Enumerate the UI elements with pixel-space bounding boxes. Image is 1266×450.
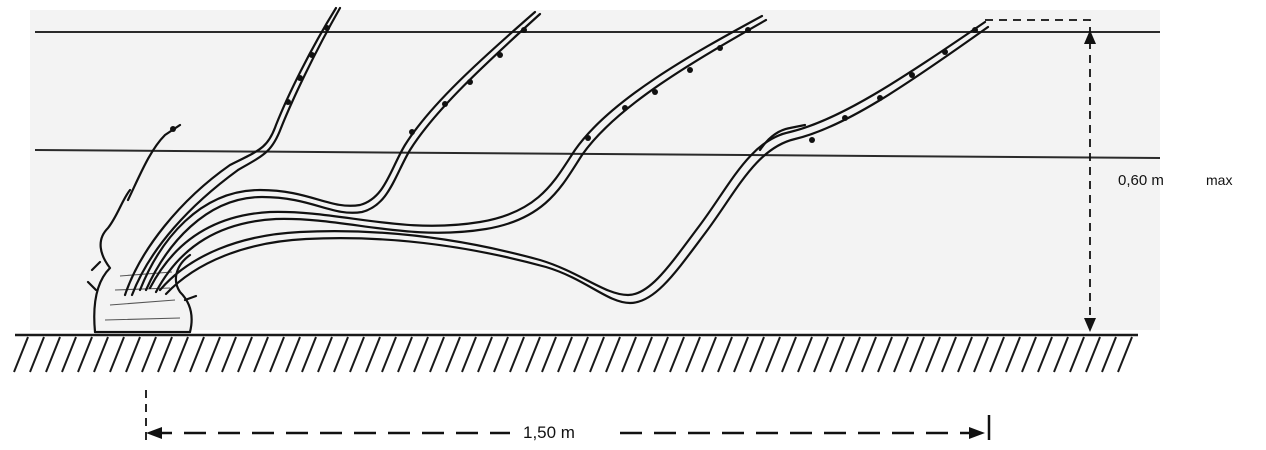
hatch-stroke <box>781 336 797 373</box>
hatch-stroke <box>717 336 733 373</box>
cane-4 <box>158 20 990 305</box>
ground-hatching <box>13 336 1133 373</box>
hatch-stroke <box>285 336 301 373</box>
hatch-stroke <box>173 336 189 373</box>
hatch-stroke <box>237 336 253 373</box>
hatch-stroke <box>253 336 269 373</box>
hatch-stroke <box>765 336 781 373</box>
arrow-right-icon <box>969 427 985 439</box>
hatch-stroke <box>381 336 397 373</box>
hatch-stroke <box>1053 336 1069 373</box>
hatch-stroke <box>109 336 125 373</box>
cane-2 <box>138 10 542 292</box>
hatch-stroke <box>669 336 685 373</box>
hatch-stroke <box>269 336 285 373</box>
hatch-stroke <box>525 336 541 373</box>
hatch-stroke <box>205 336 221 373</box>
hatch-stroke <box>1085 336 1101 373</box>
arrow-up-icon <box>1084 30 1096 44</box>
hatch-stroke <box>813 336 829 373</box>
hatch-stroke <box>349 336 365 373</box>
hatch-stroke <box>1021 336 1037 373</box>
length-label: 1,50 m <box>523 423 575 442</box>
hatch-stroke <box>141 336 157 373</box>
hatch-stroke <box>653 336 669 373</box>
hatch-stroke <box>365 336 381 373</box>
hatch-stroke <box>1117 336 1133 373</box>
hatch-stroke <box>701 336 717 373</box>
hatch-stroke <box>221 336 237 373</box>
hatch-stroke <box>189 336 205 373</box>
middle-wire <box>34 149 1161 159</box>
hatch-stroke <box>301 336 317 373</box>
hatch-stroke <box>93 336 109 373</box>
hatch-stroke <box>925 336 941 373</box>
hatch-stroke <box>573 336 589 373</box>
hatch-stroke <box>61 336 77 373</box>
hatch-stroke <box>125 336 141 373</box>
hatch-stroke <box>893 336 909 373</box>
cane-1 <box>123 6 342 297</box>
hatch-stroke <box>1037 336 1053 373</box>
hatch-stroke <box>477 336 493 373</box>
hatch-stroke <box>829 336 845 373</box>
hatch-stroke <box>973 336 989 373</box>
hatch-stroke <box>397 336 413 373</box>
height-label-suffix: max <box>1206 172 1232 188</box>
hatch-stroke <box>605 336 621 373</box>
hatch-stroke <box>877 336 893 373</box>
height-label: 0,60 m <box>1118 172 1164 189</box>
hatch-stroke <box>749 336 765 373</box>
hatch-stroke <box>797 336 813 373</box>
hatch-stroke <box>1101 336 1117 373</box>
hatch-stroke <box>77 336 93 373</box>
hatch-stroke <box>637 336 653 373</box>
hatch-stroke <box>429 336 445 373</box>
hatch-stroke <box>733 336 749 373</box>
hatch-stroke <box>941 336 957 373</box>
hatch-stroke <box>157 336 173 373</box>
hatch-stroke <box>493 336 509 373</box>
cane-3 <box>148 14 768 294</box>
arrow-left-icon <box>146 427 162 439</box>
hatch-stroke <box>1069 336 1085 373</box>
hatch-stroke <box>621 336 637 373</box>
hatch-stroke <box>13 336 29 373</box>
hatch-stroke <box>589 336 605 373</box>
hatch-stroke <box>45 336 61 373</box>
hatch-stroke <box>861 336 877 373</box>
hatch-stroke <box>541 336 557 373</box>
hatch-stroke <box>461 336 477 373</box>
hatch-stroke <box>989 336 1005 373</box>
arrow-down-icon <box>1084 318 1096 332</box>
length-dimension: 1,50 m <box>145 390 991 442</box>
hatch-stroke <box>317 336 333 373</box>
hatch-stroke <box>1005 336 1021 373</box>
hatch-stroke <box>685 336 701 373</box>
background-ghost <box>30 10 1160 330</box>
hatch-stroke <box>445 336 461 373</box>
hatch-stroke <box>29 336 45 373</box>
hatch-stroke <box>557 336 573 373</box>
height-dimension: 0,60 m max <box>985 19 1232 332</box>
hatch-stroke <box>413 336 429 373</box>
vine-trunk <box>86 188 198 334</box>
hatch-stroke <box>333 336 349 373</box>
hatch-stroke <box>957 336 973 373</box>
hatch-stroke <box>909 336 925 373</box>
hatch-stroke <box>509 336 525 373</box>
hatch-stroke <box>845 336 861 373</box>
